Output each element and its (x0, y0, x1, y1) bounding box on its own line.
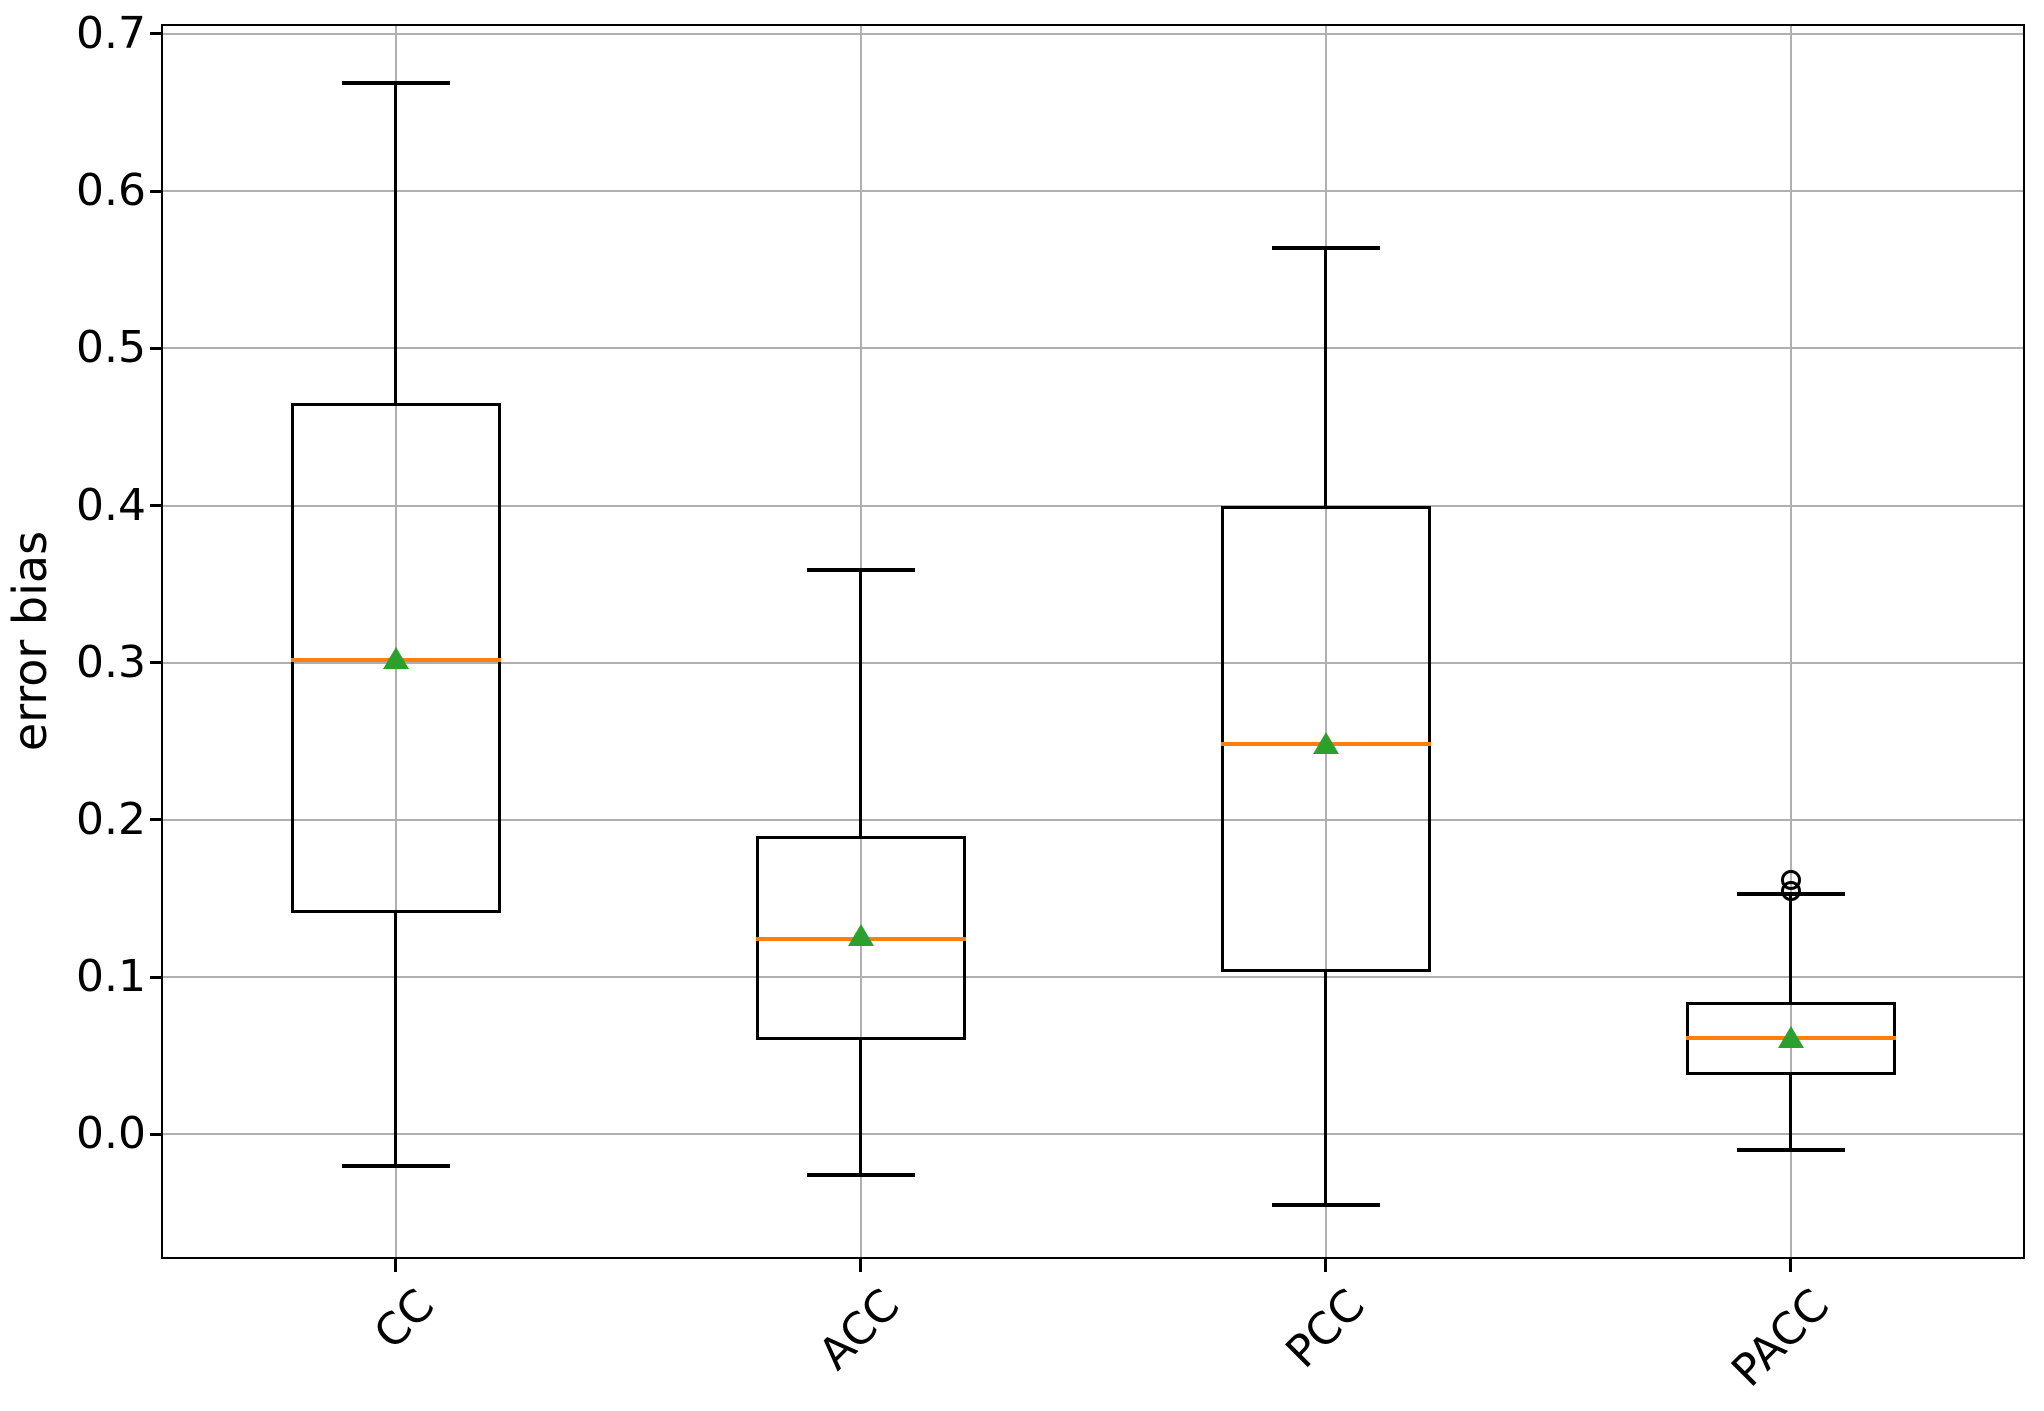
y-tick-label: 0.4 (76, 479, 146, 531)
x-gridline (394, 26, 397, 1257)
y-gridline (163, 190, 2023, 193)
y-tick-label: 0.2 (76, 793, 146, 845)
mean-marker-acc (847, 923, 874, 946)
y-gridline (163, 661, 2023, 664)
whisker-cap-lower-pacc (1736, 1148, 1845, 1153)
whisker-upper-cc (394, 82, 397, 404)
y-tick-label: 0.6 (76, 165, 146, 217)
plot-area (161, 24, 2025, 1259)
y-tick-label: 0.5 (76, 322, 146, 374)
y-gridline (163, 32, 2023, 35)
outlier-pacc (1780, 869, 1801, 890)
x-tick-label-cc: CC (364, 1279, 445, 1360)
mean-marker-cc (382, 647, 409, 669)
y-tick-mark (150, 818, 163, 822)
x-gridline (1789, 26, 1792, 1257)
y-tick-label: 0.0 (76, 1108, 146, 1160)
x-gridline (1324, 26, 1327, 1257)
x-tick-mark (859, 1259, 862, 1272)
whisker-upper-acc (859, 569, 862, 836)
whisker-cap-upper-cc (341, 80, 450, 85)
y-gridline (163, 818, 2023, 821)
whisker-lower-cc (394, 912, 397, 1166)
y-tick-mark (150, 975, 163, 979)
mean-marker-pcc (1312, 731, 1339, 754)
whisker-cap-upper-pcc (1271, 245, 1380, 250)
whisker-cap-lower-cc (341, 1163, 450, 1168)
x-tick-label-pacc: PACC (1722, 1279, 1840, 1397)
mean-marker-pacc (1777, 1025, 1804, 1048)
whisker-upper-pacc (1789, 893, 1792, 1003)
whisker-lower-pacc (1789, 1074, 1792, 1151)
y-gridline (163, 347, 2023, 350)
y-tick-label: 0.1 (76, 951, 146, 1003)
y-tick-mark (150, 189, 163, 193)
x-tick-mark (1789, 1259, 1792, 1272)
whisker-cap-lower-acc (806, 1173, 915, 1178)
x-tick-label-acc: ACC (808, 1279, 910, 1380)
y-tick-mark (150, 504, 163, 507)
x-tick-label-pcc: PCC (1275, 1279, 1375, 1378)
whisker-upper-pcc (1324, 247, 1327, 506)
whisker-lower-acc (859, 1040, 862, 1176)
x-tick-mark (394, 1259, 397, 1272)
y-tick-mark (150, 1132, 163, 1136)
box-pcc (1220, 505, 1431, 973)
y-tick-label: 0.7 (76, 7, 146, 59)
y-tick-mark (150, 346, 163, 350)
y-tick-mark (150, 32, 163, 36)
x-tick-mark (1324, 1259, 1327, 1272)
y-gridline (163, 976, 2023, 979)
y-tick-mark (150, 661, 163, 665)
y-tick-label: 0.3 (76, 636, 146, 688)
y-gridline (163, 504, 2023, 507)
y-gridline (163, 1133, 2023, 1136)
whisker-lower-pcc (1324, 972, 1327, 1206)
whisker-cap-upper-acc (806, 567, 915, 572)
whisker-cap-lower-pcc (1271, 1203, 1380, 1208)
